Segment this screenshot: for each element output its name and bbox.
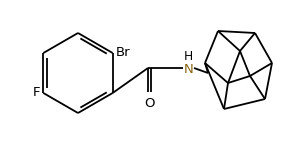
Text: O: O: [144, 97, 155, 110]
Text: H: H: [184, 50, 193, 63]
Text: N: N: [184, 63, 194, 76]
Text: F: F: [33, 87, 40, 100]
Text: Br: Br: [116, 45, 130, 58]
